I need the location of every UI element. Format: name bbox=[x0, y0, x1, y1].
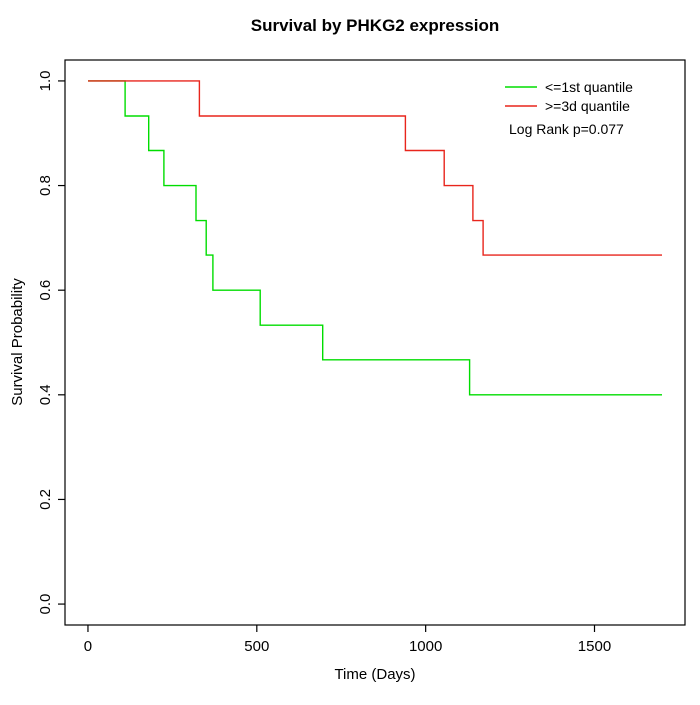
legend: <=1st quantile >=3d quantile bbox=[505, 79, 633, 114]
y-tick-label: 0.4 bbox=[37, 384, 54, 405]
y-tick-label: 1.0 bbox=[37, 70, 54, 91]
survival-curve-low-expression bbox=[88, 80, 662, 396]
y-tick-label: 0.2 bbox=[37, 489, 54, 510]
axes: 0 500 1000 1500 0.0 0.2 0.4 0.6 0.8 1.0 bbox=[37, 70, 611, 655]
y-axis-title: Survival Probability bbox=[9, 278, 26, 406]
x-tick-label: 0 bbox=[84, 638, 92, 655]
legend-label: >=3d quantile bbox=[545, 98, 630, 114]
survival-curves bbox=[88, 80, 662, 396]
y-tick-label: 0.8 bbox=[37, 175, 54, 196]
x-tick-label: 1500 bbox=[578, 638, 611, 655]
x-tick-label: 1000 bbox=[409, 638, 442, 655]
survival-curve-high-expression bbox=[88, 80, 662, 256]
y-tick-label: 0.0 bbox=[37, 594, 54, 615]
plot-box bbox=[64, 59, 686, 626]
legend-label: <=1st quantile bbox=[545, 79, 633, 95]
chart-title: Survival by PHKG2 expression bbox=[251, 16, 500, 35]
x-axis-title: Time (Days) bbox=[334, 666, 415, 683]
log-rank-pvalue: Log Rank p=0.077 bbox=[509, 121, 624, 137]
x-tick-label: 500 bbox=[244, 638, 269, 655]
y-tick-label: 0.6 bbox=[37, 280, 54, 301]
